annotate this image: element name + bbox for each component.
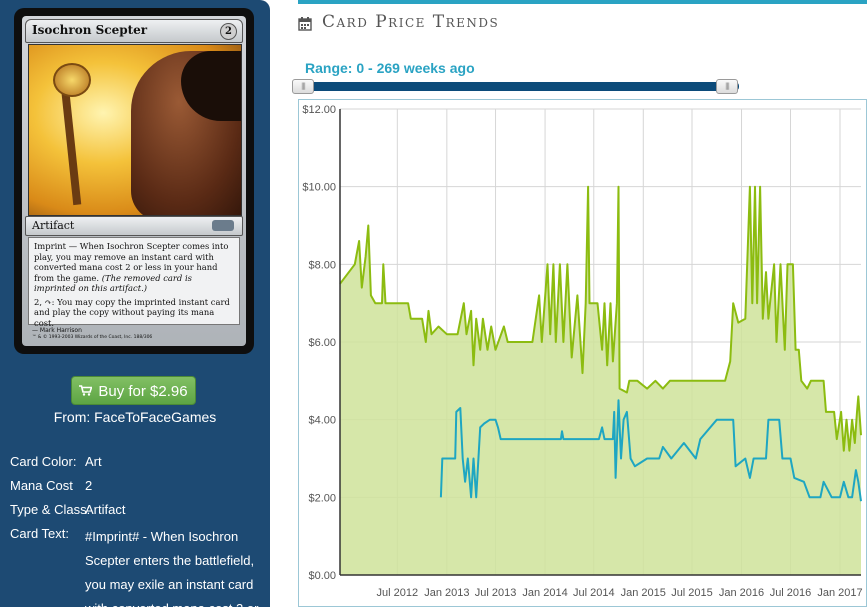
series-high-line — [339, 185, 862, 452]
x-tick-label: Jul 2013 — [475, 587, 517, 599]
card-frame: Isochron Scepter 2 Artifact Imprint — Wh… — [22, 16, 246, 346]
slider-handle-start[interactable]: ||| — [292, 79, 314, 94]
y-tick-label: $10.00 — [302, 182, 336, 194]
attr-label-type: Type & Class: — [10, 502, 91, 517]
series-low-line — [439, 399, 862, 502]
slider-handle-end[interactable]: ||| — [716, 79, 738, 94]
slider-track[interactable] — [298, 82, 739, 91]
card-artist: — Mark Harrison — [32, 327, 82, 334]
range-label: Range: 0 - 269 weeks ago — [305, 60, 475, 76]
range-slider[interactable]: ||| ||| — [292, 79, 739, 95]
x-tick-label: Jul 2015 — [671, 587, 713, 599]
x-tick-label: Jul 2014 — [573, 587, 615, 599]
seller-label: From: FaceToFaceGames — [53, 409, 217, 425]
card-rules-text: Imprint — When Isochron Scepter comes in… — [28, 237, 240, 328]
attr-value-color: Art — [85, 454, 102, 469]
y-tick-label: $12.00 — [302, 104, 336, 116]
x-tick-label: Jul 2016 — [770, 587, 812, 599]
card-type-line: Artifact — [32, 219, 75, 232]
attr-label-mana-cost: Mana Cost — [10, 478, 73, 493]
set-symbol-icon — [212, 220, 234, 231]
attr-value-card-text: #Imprint# - When Isochron Scepter enters… — [85, 529, 258, 607]
card-art — [28, 44, 242, 216]
mana-cost-symbol: 2 — [220, 23, 237, 40]
x-tick-label: Jan 2014 — [522, 587, 567, 599]
y-tick-label: $2.00 — [308, 492, 336, 504]
attr-value-mana-cost: 2 — [85, 478, 93, 493]
y-tick-label: $4.00 — [308, 415, 336, 427]
x-tick-label: Jul 2012 — [377, 587, 419, 599]
scepter-illustration — [60, 84, 82, 206]
buy-button[interactable]: Buy for $2.96 — [71, 376, 196, 405]
y-tick-label: $6.00 — [308, 337, 336, 349]
scepter-head-illustration — [53, 63, 91, 97]
price-chart: $0.00 $2.00 $4.00 $6.00 $8.00 $10.00 $12.00 Jul… — [298, 99, 867, 607]
rules-text-reminder: (The removed card is imprinted on this a… — [34, 272, 192, 294]
calendar-icon — [298, 16, 312, 31]
y-tick-label: $0.00 — [308, 570, 336, 582]
figure-hair-illustration — [181, 51, 241, 121]
card-copyright: ™ & © 1993-2003 Wizards of the Coast, In… — [32, 335, 153, 340]
card-name: Isochron Scepter — [32, 23, 148, 37]
y-tick-label: $8.00 — [308, 259, 336, 271]
attr-label-color: Card Color: — [10, 454, 77, 469]
cart-icon — [79, 377, 93, 406]
rules-text-2: 2, ↷: You may copy the imprinted instant… — [34, 296, 230, 328]
x-tick-label: Jan 2013 — [424, 587, 469, 599]
card-type-bar: Artifact — [25, 216, 243, 236]
accent-rule — [298, 0, 867, 4]
x-tick-label: Jan 2015 — [621, 587, 666, 599]
buy-button-label: Buy for $2.96 — [98, 383, 188, 400]
rules-text-1: Imprint — When Isochron Scepter comes in… — [34, 241, 229, 283]
attr-label-card-text: Card Text: — [10, 526, 70, 541]
figure-illustration — [131, 51, 241, 215]
card-title-bar: Isochron Scepter 2 — [25, 19, 243, 43]
card-info-panel: Isochron Scepter 2 Artifact Imprint — Wh… — [0, 0, 270, 607]
page-title: Card Price Trends — [322, 12, 500, 32]
card-image: Isochron Scepter 2 Artifact Imprint — Wh… — [14, 8, 254, 354]
x-tick-label: Jan 2016 — [719, 587, 764, 599]
x-tick-label: Jan 2017 — [817, 587, 862, 599]
attr-value-type: Artifact — [85, 502, 126, 517]
